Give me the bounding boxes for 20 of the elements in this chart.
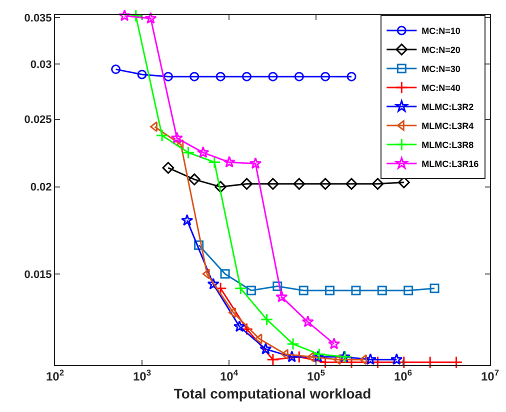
y-tick-label: 0.015 <box>24 268 52 281</box>
y-tick-label: 0.025 <box>24 114 52 126</box>
legend-label: MC:N=20 <box>422 45 460 56</box>
x-tick-label: 10$^{2}$ <box>46 367 64 384</box>
x-tick-label: 10$^{4}$ <box>220 367 238 384</box>
y-tick-label: 0.03 <box>30 59 52 72</box>
y-tick-label: 0.02 <box>30 182 52 194</box>
legend-label: MLMC:L3R16 <box>422 159 479 170</box>
x-tick-label: 10$^{7}$ <box>480 367 500 384</box>
legend-label: MLMC:L3R4 <box>422 121 474 132</box>
legend-label: MLMC:L3R2 <box>422 102 474 112</box>
x-axis-title: Total computational workload <box>174 386 372 402</box>
x-tick-label: 10$^{3}$ <box>132 367 152 384</box>
legend-label: MC:N=30 <box>422 64 460 74</box>
x-tick-label: 10$^{6}$ <box>394 367 412 384</box>
legend-label: MC:N=10 <box>422 26 460 36</box>
x-tick-label: 10$^{5}$ <box>306 367 326 384</box>
y-tick-label: 0.035 <box>24 12 52 24</box>
legend-label: MLMC:L3R8 <box>422 140 474 150</box>
legend-label: MC:N=40 <box>422 83 460 94</box>
